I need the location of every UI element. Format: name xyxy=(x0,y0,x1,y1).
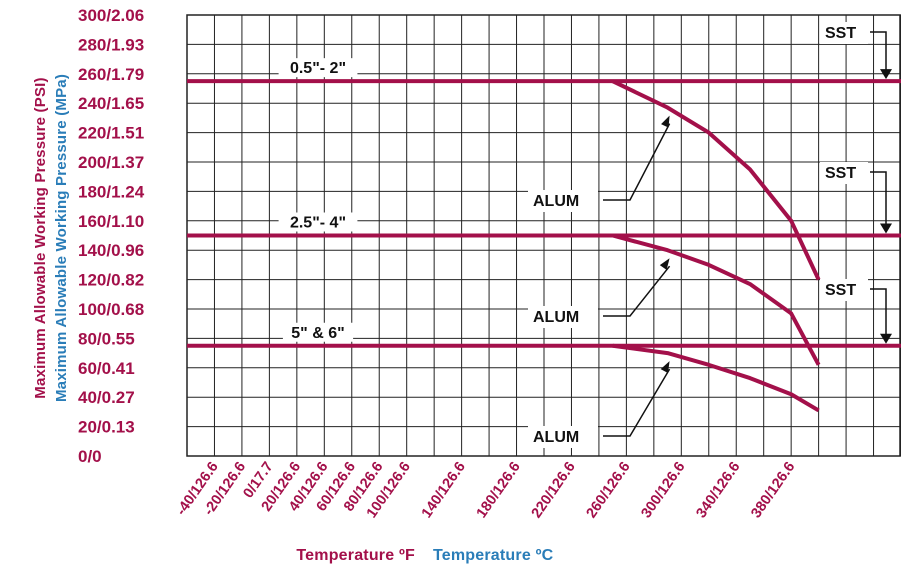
y-tick-label: 20/0.13 xyxy=(78,418,135,437)
alum-leader xyxy=(603,265,671,317)
alum-label: ALUM xyxy=(533,309,579,326)
x-tick-label: 220/126.6 xyxy=(529,459,579,521)
y-tick-label: 220/1.51 xyxy=(78,124,144,143)
y-tick-label: 240/1.65 xyxy=(78,94,144,113)
alum-arrowhead xyxy=(660,361,670,373)
x-tick-labels: -40/126.6-20/126.60/17.720/126.640/126.6… xyxy=(173,459,798,521)
alum-curve-5 xyxy=(612,343,820,413)
sst-label: SST xyxy=(825,282,856,299)
x-tick-label: 340/126.6 xyxy=(693,459,743,521)
size-label-bg xyxy=(278,212,358,232)
x-axis-title-f: Temperature ºF xyxy=(296,547,415,564)
y-tick-label: 280/1.93 xyxy=(78,35,144,54)
y-tick-label: 200/1.37 xyxy=(78,153,144,172)
alum-curve-1 xyxy=(611,79,821,281)
size-label: 5" & 6" xyxy=(291,325,344,342)
y-axis-title-psi: Maximum Allowable Working Pressure (PSI) xyxy=(32,77,49,398)
sst-label-bg xyxy=(820,22,868,44)
y-tick-label: 0/0 xyxy=(78,447,102,466)
annotations: 0.5"- 2" 2.5"- 4" 5" & 6" SST SST SST ALUM ALUM… xyxy=(278,22,892,448)
alum-curve-3 xyxy=(612,233,821,366)
sst-label: SST xyxy=(825,25,856,42)
sst-arrow xyxy=(870,288,887,338)
alum-label: ALUM xyxy=(533,429,579,446)
y-tick-label: 40/0.27 xyxy=(78,388,135,407)
x-tick-label: 260/126.6 xyxy=(584,459,634,521)
series-lines xyxy=(187,79,901,413)
x-axis-title-c: Temperature ºC xyxy=(433,547,554,564)
x-axis-labels: Temperature ºF Temperature ºC xyxy=(296,547,553,564)
alum-label-bg xyxy=(528,190,598,212)
sst-arrowhead xyxy=(880,223,892,234)
alum-arrowhead xyxy=(659,258,670,270)
alum-label-bg xyxy=(528,426,598,448)
sst-arrow xyxy=(870,171,887,228)
alum-leader xyxy=(603,368,671,437)
sst-label-bg xyxy=(820,162,868,184)
alum-leader xyxy=(603,123,671,201)
alum-arrowhead xyxy=(661,115,670,128)
y-tick-label: 160/1.10 xyxy=(78,212,144,231)
sst-arrowhead xyxy=(880,69,892,80)
y-tick-label: 100/0.68 xyxy=(78,300,144,319)
alum-label: ALUM xyxy=(533,193,579,210)
x-tick-label: 380/126.6 xyxy=(748,459,798,521)
y-tick-label: 180/1.24 xyxy=(78,182,145,201)
y-tick-label: 300/2.06 xyxy=(78,6,144,25)
size-label-bg xyxy=(278,58,358,78)
alum-label-bg xyxy=(528,306,598,328)
y-axis-labels: Maximum Allowable Working Pressure (PSI)… xyxy=(32,74,70,402)
size-label: 0.5"- 2" xyxy=(290,60,346,77)
sst-label: SST xyxy=(825,165,856,182)
y-tick-label: 260/1.79 xyxy=(78,65,144,84)
x-tick-label: 140/126.6 xyxy=(419,459,469,521)
y-tick-label: 120/0.82 xyxy=(78,271,144,290)
sst-arrow xyxy=(870,31,887,74)
size-label: 2.5"- 4" xyxy=(290,215,346,232)
x-tick-label: 180/126.6 xyxy=(474,459,524,521)
size-label-bg xyxy=(282,322,354,342)
y-axis-title-mpa: Maximum Allowable Working Pressure (MPa) xyxy=(53,74,70,402)
y-tick-label: 140/0.96 xyxy=(78,241,144,260)
y-tick-label: 60/0.41 xyxy=(78,359,135,378)
sst-label-bg xyxy=(820,279,868,301)
y-tick-label: 80/0.55 xyxy=(78,329,135,348)
x-tick-label: 300/126.6 xyxy=(638,459,688,521)
sst-arrowhead xyxy=(880,333,892,344)
y-tick-labels: 0/0 20/0.13 40/0.27 60/0.41 80/0.55 100/0.68 1… xyxy=(78,6,145,466)
